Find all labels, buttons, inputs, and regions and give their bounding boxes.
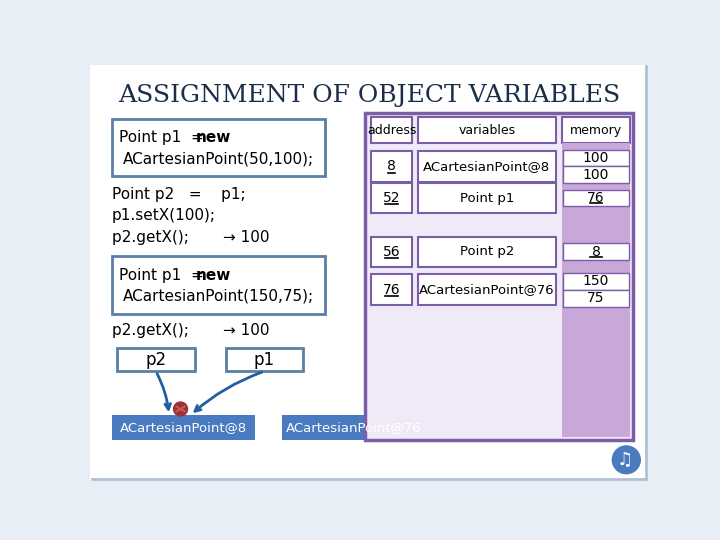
Bar bbox=[563, 190, 629, 206]
Bar bbox=[372, 117, 412, 143]
Text: 100: 100 bbox=[583, 168, 609, 182]
Text: p2.getX();       → 100: p2.getX(); → 100 bbox=[112, 323, 269, 338]
Bar bbox=[563, 273, 629, 289]
Circle shape bbox=[174, 402, 187, 416]
Text: ACartesianPoint(150,75);: ACartesianPoint(150,75); bbox=[122, 288, 314, 303]
Circle shape bbox=[612, 446, 640, 474]
Bar bbox=[365, 112, 632, 440]
Bar bbox=[112, 256, 325, 314]
Text: ACartesianPoint@8: ACartesianPoint@8 bbox=[423, 160, 550, 173]
Bar bbox=[372, 151, 412, 182]
Bar bbox=[418, 274, 556, 305]
Text: 100: 100 bbox=[583, 151, 609, 165]
Text: p1: p1 bbox=[254, 350, 275, 369]
Text: 76: 76 bbox=[382, 282, 400, 296]
Text: p2.getX();       → 100: p2.getX(); → 100 bbox=[112, 230, 269, 245]
Text: 56: 56 bbox=[382, 245, 400, 259]
Bar bbox=[282, 415, 426, 440]
Bar bbox=[372, 237, 412, 267]
Bar bbox=[418, 237, 556, 267]
Text: Point p2: Point p2 bbox=[459, 245, 514, 259]
Text: p2: p2 bbox=[145, 350, 166, 369]
Bar bbox=[563, 244, 629, 260]
Text: 75: 75 bbox=[588, 291, 605, 305]
Text: variables: variables bbox=[458, 124, 516, 137]
Text: new: new bbox=[195, 267, 231, 282]
Text: ACartesianPoint@76: ACartesianPoint@76 bbox=[419, 283, 554, 296]
Bar bbox=[372, 183, 412, 213]
Bar bbox=[562, 117, 630, 143]
Text: ACartesianPoint(50,100);: ACartesianPoint(50,100); bbox=[122, 151, 314, 166]
Bar bbox=[563, 289, 629, 307]
Text: ACartesianPoint@8: ACartesianPoint@8 bbox=[120, 421, 247, 434]
Bar bbox=[418, 117, 556, 143]
Text: address: address bbox=[366, 124, 416, 137]
Bar bbox=[563, 150, 629, 166]
Text: new: new bbox=[195, 131, 231, 145]
Text: 76: 76 bbox=[588, 191, 605, 205]
Bar bbox=[372, 274, 412, 305]
Bar bbox=[562, 143, 630, 437]
Text: ASSIGNMENT OF OBJECT VARIABLES: ASSIGNMENT OF OBJECT VARIABLES bbox=[118, 84, 620, 107]
Text: Point p2   =    p1;: Point p2 = p1; bbox=[112, 187, 246, 201]
Bar bbox=[418, 151, 556, 182]
Bar bbox=[563, 166, 629, 184]
Bar bbox=[117, 348, 194, 372]
Bar bbox=[112, 119, 325, 177]
Text: Point p1: Point p1 bbox=[459, 192, 514, 205]
Text: 150: 150 bbox=[583, 274, 609, 288]
Text: ACartesianPoint@76: ACartesianPoint@76 bbox=[286, 421, 422, 434]
Text: Point p1  =: Point p1 = bbox=[120, 131, 209, 145]
Text: ♫: ♫ bbox=[617, 451, 633, 470]
Bar bbox=[112, 415, 255, 440]
Bar bbox=[418, 183, 556, 213]
Text: p1.setX(100);: p1.setX(100); bbox=[112, 208, 216, 223]
Bar bbox=[225, 348, 303, 372]
Text: 52: 52 bbox=[383, 191, 400, 205]
Text: 8: 8 bbox=[387, 159, 396, 173]
Text: Point p1  =: Point p1 = bbox=[120, 267, 209, 282]
Text: memory: memory bbox=[570, 124, 622, 137]
Text: 8: 8 bbox=[592, 245, 600, 259]
